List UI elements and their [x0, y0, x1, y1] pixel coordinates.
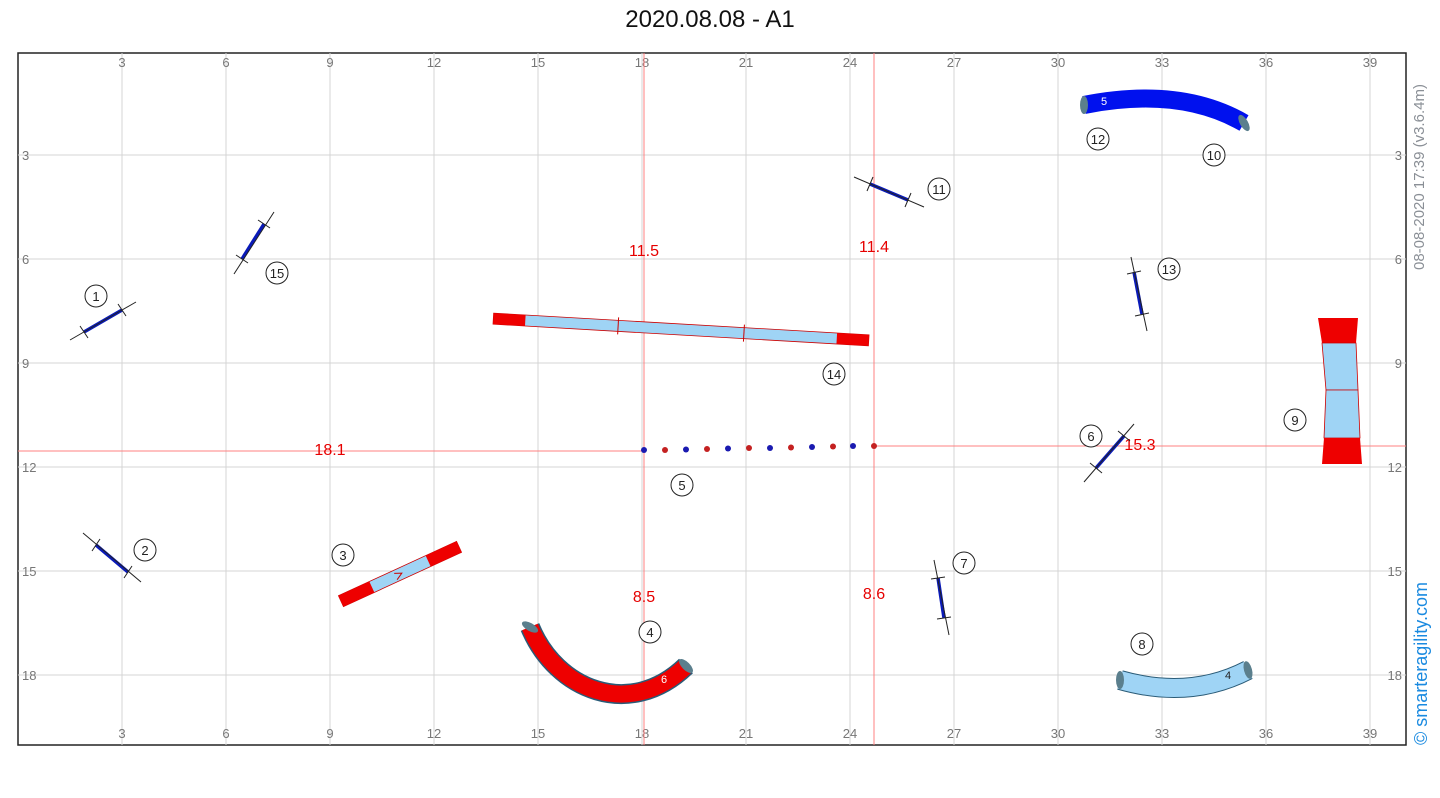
obstacle-number-badge [1157, 257, 1181, 281]
y-tick-right: 12 [1388, 460, 1402, 475]
x-tick-bottom: 15 [531, 726, 545, 741]
jump-obstacle-6 [1083, 423, 1135, 483]
y-tick-right: 9 [1395, 356, 1402, 371]
obstacle-number: 7 [960, 556, 967, 571]
distance-label: 8.5 [633, 589, 655, 606]
obstacle-number: 11 [932, 182, 946, 197]
x-tick-bottom: 12 [427, 726, 441, 741]
y-tick-left: 9 [22, 356, 29, 371]
obstacle-number: 3 [339, 548, 346, 563]
weave-poles [641, 443, 877, 453]
tunnel-length-label: 5 [1101, 96, 1107, 108]
tunnel-obstacle-red: 6 [520, 621, 693, 704]
x-tick-bottom: 36 [1259, 726, 1273, 741]
x-tick-bottom: 3 [118, 726, 125, 741]
distance-label: 11.4 [859, 239, 889, 256]
y-tick-left: 6 [22, 252, 29, 267]
jump-obstacle-13 [1126, 256, 1150, 332]
x-tick-top: 27 [947, 55, 961, 70]
x-tick-top: 15 [531, 55, 545, 70]
obstacle-number-badge [822, 362, 846, 386]
x-tick-top: 33 [1155, 55, 1169, 70]
obstacle-number: 10 [1207, 148, 1221, 163]
grid-lines [18, 53, 1406, 745]
x-tick-top: 39 [1363, 55, 1377, 70]
obstacle-number-badge [1283, 408, 1307, 432]
distance-label: 11.5 [629, 243, 659, 260]
seesaw-obstacle [337, 540, 463, 608]
y-tick-left: 15 [22, 564, 36, 579]
x-tick-top: 3 [118, 55, 125, 70]
obstacle-number: 1 [92, 289, 99, 304]
obstacle-number-badge [927, 177, 951, 201]
jump-obstacle-1 [69, 301, 137, 341]
distance-label: 8.6 [863, 586, 885, 603]
obstacle-number-badge [1086, 127, 1110, 151]
tunnel-obstacle-light: 4 [1116, 661, 1253, 698]
x-tick-bottom: 21 [739, 726, 753, 741]
jump-obstacle-15 [233, 211, 275, 275]
obstacle-number-badge [1202, 143, 1226, 167]
obstacle-number: 8 [1138, 637, 1145, 652]
obstacle-number-badge [265, 261, 289, 285]
obstacle-number-badge [1130, 632, 1154, 656]
distance-label: 15.3 [1124, 437, 1155, 454]
x-tick-bottom: 27 [947, 726, 961, 741]
obstacle-number-badge [1079, 424, 1103, 448]
obstacle-number-badge [638, 620, 662, 644]
y-tick-right: 15 [1388, 564, 1402, 579]
jump-obstacle-7 [930, 559, 952, 636]
x-tick-bottom: 18 [635, 726, 649, 741]
dog-walk-obstacle [492, 312, 870, 347]
x-tick-bottom: 9 [326, 726, 333, 741]
field-border [17, 52, 1407, 746]
y-tick-right: 6 [1395, 252, 1402, 267]
obstacle-number: 13 [1162, 262, 1176, 277]
obstacle-number: 5 [678, 478, 685, 493]
a-frame-obstacle [1318, 318, 1362, 464]
x-tick-top: 6 [222, 55, 229, 70]
obstacle-number: 9 [1291, 413, 1298, 428]
tunnel-obstacle-blue: 5 [1080, 89, 1250, 132]
x-tick-top: 18 [635, 55, 649, 70]
obstacle-number-badge [84, 284, 108, 308]
distance-label: 18.1 [314, 442, 345, 459]
x-tick-bottom: 30 [1051, 726, 1065, 741]
obstacle-number: 2 [141, 543, 148, 558]
course-title: 2020.08.08 - A1 [625, 6, 795, 33]
y-tick-left: 18 [22, 668, 36, 683]
obstacle-number-badge [133, 538, 157, 562]
obstacle-number: 15 [270, 266, 284, 281]
x-tick-top: 21 [739, 55, 753, 70]
obstacle-number-badge [952, 551, 976, 575]
x-tick-bottom: 33 [1155, 726, 1169, 741]
x-tick-top: 12 [427, 55, 441, 70]
y-tick-right: 3 [1395, 148, 1402, 163]
obstacle-number-badge [670, 473, 694, 497]
x-tick-bottom: 6 [222, 726, 229, 741]
x-tick-top: 24 [843, 55, 857, 70]
x-tick-bottom: 39 [1363, 726, 1377, 741]
obstacle-number: 14 [827, 367, 841, 382]
y-tick-right: 18 [1388, 668, 1402, 683]
y-tick-left: 12 [22, 460, 36, 475]
tunnel-length-label: 4 [1225, 670, 1231, 682]
obstacle-number-badge [331, 543, 355, 567]
y-tick-left: 3 [22, 148, 29, 163]
obstacle-number: 6 [1087, 429, 1094, 444]
jump-obstacle-2 [82, 532, 142, 583]
x-tick-bottom: 24 [843, 726, 857, 741]
x-tick-top: 36 [1259, 55, 1273, 70]
x-tick-top: 9 [326, 55, 333, 70]
jump-obstacle-11 [853, 176, 925, 208]
tunnel-length-label: 6 [661, 674, 667, 686]
obstacle-number: 12 [1091, 132, 1105, 147]
obstacle-number: 4 [646, 625, 653, 640]
x-tick-top: 30 [1051, 55, 1065, 70]
